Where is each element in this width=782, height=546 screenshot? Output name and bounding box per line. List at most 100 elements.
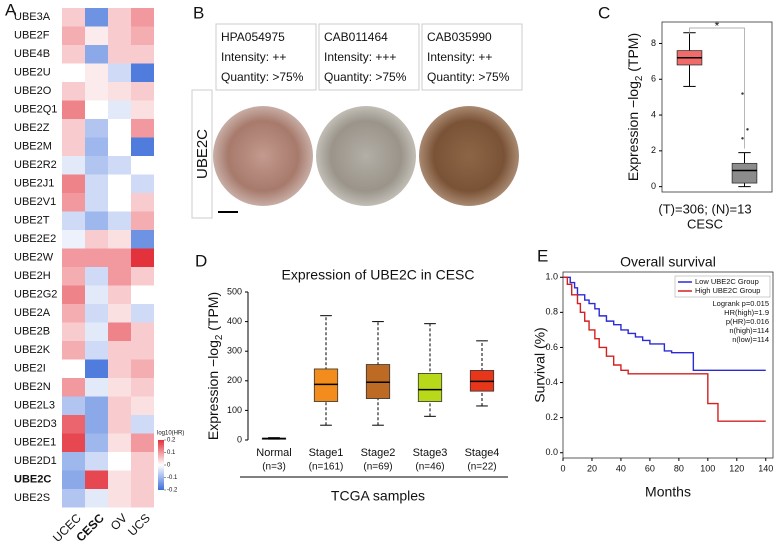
x-tick-label: Stage2 xyxy=(361,447,396,459)
row-label: UBE2R2 xyxy=(14,159,57,171)
chart-title: Expression of UBE2C in CESC xyxy=(282,267,475,283)
plot-frame xyxy=(661,21,773,193)
colorbar-tick-label: -0.2 xyxy=(167,488,178,494)
colorbar-title: log10(HR) xyxy=(157,431,184,437)
axis-label-part: (TPM) xyxy=(625,33,641,76)
heat-cell xyxy=(131,45,154,64)
row-label: UBE2G2 xyxy=(14,289,57,301)
row-label: UBE2W xyxy=(14,252,54,264)
antibody-box xyxy=(421,23,523,91)
row-label: UBE2E1 xyxy=(14,437,56,449)
row-label: UBE4B xyxy=(14,48,50,60)
colorbar-tick-label: 0.2 xyxy=(167,438,176,444)
heat-cell xyxy=(62,396,85,415)
heat-cell xyxy=(85,100,108,119)
heat-cell xyxy=(131,341,154,360)
heat-cell xyxy=(62,415,85,434)
heat-cell xyxy=(108,63,131,82)
ihc-row-label: UBE2C xyxy=(194,129,211,179)
row-label: UBE2M xyxy=(14,141,52,153)
y-tick-label: 400 xyxy=(227,316,242,326)
row-label: UBE2F xyxy=(14,30,50,42)
x-tick-label: 100 xyxy=(700,463,715,473)
colorbar-tick-label: 0 xyxy=(167,463,171,469)
legend-box xyxy=(674,275,771,298)
antibody-box xyxy=(318,23,420,91)
heat-cell xyxy=(62,341,85,360)
subscript: 2 xyxy=(214,335,225,340)
y-tick-label: 8 xyxy=(651,38,656,48)
heat-cell xyxy=(62,378,85,397)
heat-cell xyxy=(62,8,85,27)
heat-cell xyxy=(85,156,108,175)
heat-cell xyxy=(131,211,154,230)
x-tick-label: 140 xyxy=(758,463,773,473)
x-tick-label: Stage3 xyxy=(413,447,448,459)
heat-cell xyxy=(85,211,108,230)
y-tick-label: 1.0 xyxy=(545,272,558,282)
outlier xyxy=(741,92,744,95)
subscript: 2 xyxy=(634,76,645,81)
chart-title: Overall survival xyxy=(620,254,716,270)
x-tick-label: 40 xyxy=(616,463,626,473)
heat-cell xyxy=(85,137,108,156)
axis-label: Survival (%) xyxy=(532,327,548,402)
x-tick-sublabel: (n=3) xyxy=(262,462,286,473)
heat-cell xyxy=(108,285,131,304)
row-label: UBE2B xyxy=(14,326,50,338)
antibody-box xyxy=(215,23,317,91)
axis-label-part: Expression −log xyxy=(625,81,641,181)
heat-cell xyxy=(131,267,154,286)
heat-cell xyxy=(131,285,154,304)
row-label: UBE2U xyxy=(14,67,51,79)
heat-cell xyxy=(108,137,131,156)
y-tick-label: 0.4 xyxy=(545,377,558,387)
row-label: UBE2T xyxy=(14,215,50,227)
heat-cell xyxy=(62,322,85,341)
heat-cell xyxy=(85,45,108,64)
colorbar xyxy=(158,440,164,490)
heat-cell xyxy=(62,489,85,508)
heat-cell xyxy=(85,8,108,27)
stat-text: n(high)=114 xyxy=(729,326,769,335)
y-tick-label: 0.8 xyxy=(545,307,558,317)
panel-label: B xyxy=(193,3,204,22)
heat-cell xyxy=(131,322,154,341)
panel-label: C xyxy=(598,3,610,22)
heat-cell xyxy=(85,470,108,489)
heat-cell xyxy=(131,452,154,471)
plot-frame xyxy=(562,271,774,459)
antibody-id: CAB035990 xyxy=(427,30,492,44)
row-label: UBE2J1 xyxy=(14,178,54,190)
heat-cell xyxy=(131,470,154,489)
colorbar-tick-label: 0.1 xyxy=(167,450,176,456)
x-tick-label: Stage4 xyxy=(465,447,500,459)
axis-label: Expression −log2 (TPM) xyxy=(205,292,225,440)
row-label: UBE2E2 xyxy=(14,233,56,245)
heat-cell xyxy=(131,230,154,249)
heat-cell xyxy=(131,63,154,82)
heat-cell xyxy=(62,470,85,489)
panel-label: E xyxy=(537,246,548,265)
heat-cell xyxy=(131,304,154,323)
x-axis-label: CESC xyxy=(687,216,723,231)
heat-cell xyxy=(131,26,154,45)
heat-cell xyxy=(108,378,131,397)
ihc-image xyxy=(316,106,416,206)
heat-cell xyxy=(62,193,85,212)
heat-cell xyxy=(108,211,131,230)
heat-cell xyxy=(62,100,85,119)
heat-cell xyxy=(108,470,131,489)
stat-text: n(low)=114 xyxy=(732,335,769,344)
row-label: UBE2N xyxy=(14,381,51,393)
x-tick-label: 0 xyxy=(560,463,565,473)
heat-cell xyxy=(85,396,108,415)
heat-cell xyxy=(108,304,131,323)
heat-cell xyxy=(108,100,131,119)
heat-cell xyxy=(85,415,108,434)
x-tick-label: 120 xyxy=(729,463,744,473)
antibody-quantity: Quantity: >75% xyxy=(324,70,407,84)
heat-cell xyxy=(131,100,154,119)
x-tick-sublabel: (n=22) xyxy=(467,462,496,473)
